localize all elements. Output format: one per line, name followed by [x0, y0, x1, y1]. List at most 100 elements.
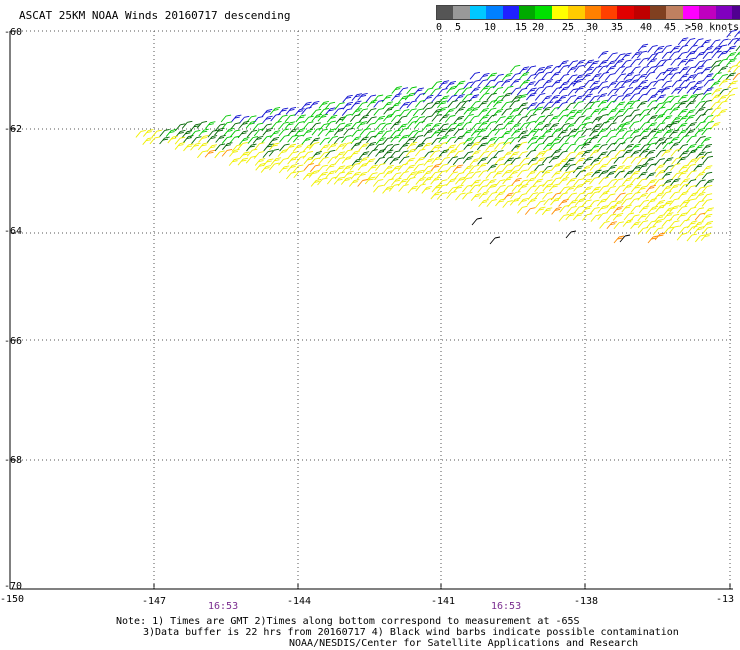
wind-barb — [676, 51, 688, 60]
wind-barb — [662, 178, 673, 187]
wind-barb — [671, 86, 682, 95]
wind-barb — [525, 149, 537, 158]
legend-swatch-18 — [732, 6, 740, 19]
wind-barb — [293, 170, 304, 179]
wind-barb — [639, 143, 650, 152]
wind-barb — [509, 100, 520, 108]
wind-barb — [462, 156, 474, 164]
wind-barb — [397, 123, 408, 132]
wind-barb — [645, 172, 656, 180]
wind-barb — [669, 220, 680, 229]
wind-barb — [477, 157, 488, 165]
wind-barb — [516, 169, 528, 178]
wind-barb — [565, 170, 576, 178]
wind-barb — [623, 72, 634, 81]
wind-barb — [652, 227, 664, 235]
wind-barb — [326, 114, 338, 123]
wind-barb — [551, 170, 562, 179]
wind-barb — [629, 150, 641, 158]
wind-barb — [159, 136, 170, 145]
wind-barb — [605, 185, 616, 194]
wind-barb — [229, 129, 241, 138]
wind-barb — [669, 178, 681, 186]
wind-barb — [478, 169, 489, 178]
wind-barb — [390, 109, 401, 118]
legend-swatch-9 — [584, 6, 601, 19]
wind-barb — [470, 193, 482, 202]
wind-barb — [573, 144, 585, 152]
wind-barb — [292, 134, 304, 143]
wind-barb — [597, 99, 608, 108]
wind-barb — [638, 135, 649, 144]
wind-barb — [716, 44, 728, 53]
wind-barb — [445, 178, 457, 187]
wind-barb — [575, 123, 587, 132]
wind-barb — [727, 80, 738, 89]
wind-barb — [591, 116, 602, 124]
wind-barb — [509, 164, 521, 173]
wind-barb — [654, 113, 665, 122]
wind-barb — [364, 158, 376, 167]
wind-barb — [342, 141, 353, 150]
wind-barb — [534, 150, 546, 159]
legend-label-10: 10 — [484, 22, 497, 33]
wind-barb — [637, 157, 648, 165]
wind-barb — [237, 142, 248, 150]
wind-barb — [676, 232, 688, 241]
wind-barb — [343, 170, 354, 179]
wind-barb — [621, 115, 632, 123]
wind-barb — [693, 65, 705, 74]
wind-barb — [261, 109, 273, 117]
wind-barb — [382, 136, 393, 145]
wind-barb — [662, 129, 674, 137]
wind-barb — [486, 150, 498, 158]
wind-barb — [550, 71, 561, 80]
wind-barb — [308, 142, 320, 150]
wind-barb — [541, 207, 553, 216]
wind-barb — [647, 235, 659, 244]
wind-barb — [574, 150, 585, 159]
wind-barb — [406, 86, 417, 95]
wind-barb — [637, 220, 649, 228]
wind-barb — [260, 165, 272, 173]
wind-barb — [287, 151, 298, 160]
wind-barb-swath — [135, 29, 740, 245]
wind-barb — [694, 51, 706, 60]
wind-barb — [700, 39, 712, 48]
wind-barb — [453, 150, 464, 158]
wind-barb — [478, 191, 490, 200]
wind-barb — [717, 94, 728, 103]
wind-barb — [693, 200, 705, 209]
wind-barb — [677, 143, 689, 152]
wind-barb — [381, 122, 392, 131]
wind-barb — [469, 79, 481, 88]
wind-barb — [252, 116, 264, 124]
x-label-13: -13 — [716, 594, 735, 605]
wind-barb — [399, 101, 410, 110]
wind-barb — [501, 72, 513, 81]
legend-swatch-0 — [437, 6, 454, 19]
wind-barb — [637, 213, 648, 222]
wind-barb — [670, 57, 681, 66]
wind-barb — [703, 207, 714, 216]
wind-barb — [679, 199, 690, 208]
wind-barb — [453, 128, 464, 137]
wind-barb — [550, 177, 562, 185]
wind-barb — [262, 115, 273, 124]
wind-barb — [510, 191, 521, 199]
wind-barb — [702, 51, 714, 60]
wind-barb — [470, 179, 481, 188]
wind-barb — [582, 88, 594, 97]
wind-barb — [373, 99, 384, 108]
wind-barb — [607, 52, 618, 61]
wind-barb — [613, 156, 624, 164]
wind-barb — [669, 106, 680, 115]
wind-barb — [646, 58, 658, 66]
wind-barb — [214, 150, 225, 159]
wind-barb — [503, 115, 514, 124]
wind-barb — [565, 212, 576, 221]
wind-barb — [695, 113, 706, 122]
wind-barb — [597, 135, 608, 144]
wind-barb — [469, 184, 480, 193]
wind-barb — [526, 87, 537, 96]
